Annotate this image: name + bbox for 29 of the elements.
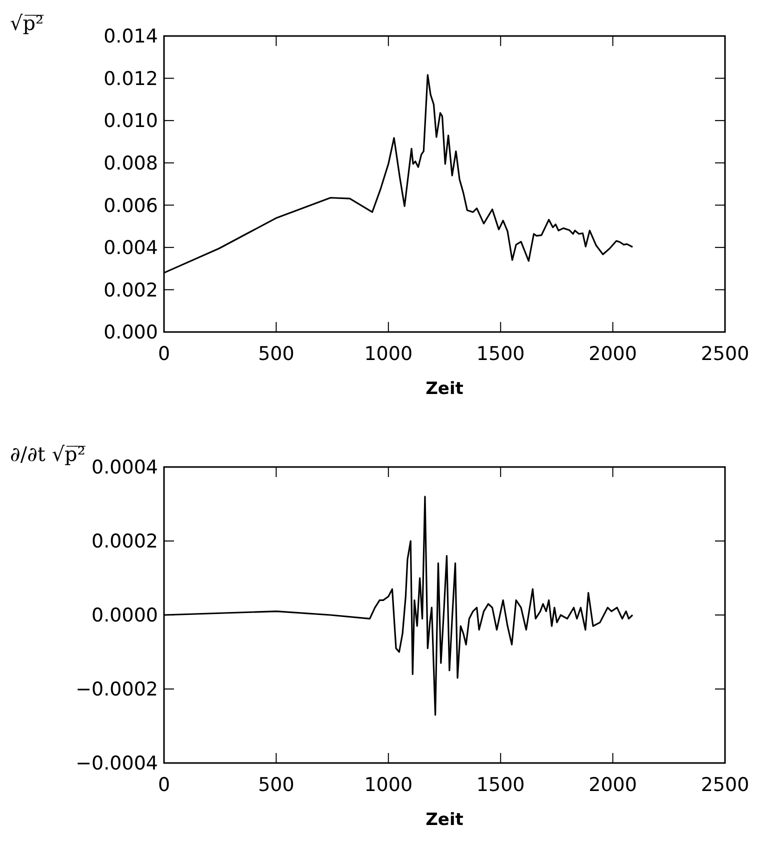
x-tick-label: 0 (158, 343, 170, 365)
x-tick-label: 2000 (588, 774, 637, 796)
x-axis-title: Zeit (426, 379, 464, 399)
y-axis-title: √p̅²̅ (10, 11, 44, 35)
x-tick-label: 1000 (364, 343, 413, 365)
y-tick-label: 0.012 (104, 68, 158, 90)
x-tick-label: 1500 (476, 343, 525, 365)
y-tick-label: 0.0002 (92, 530, 158, 553)
y-tick-label: 0.008 (104, 152, 158, 175)
x-tick-label: 1500 (476, 774, 525, 796)
x-tick-label: 1000 (364, 774, 413, 796)
y-tick-label: 0.002 (104, 279, 158, 302)
x-tick-label: 2000 (588, 343, 637, 365)
x-tick-label: 2500 (700, 343, 750, 365)
x-axis-title: Zeit (426, 810, 464, 830)
y-tick-label: 0.006 (104, 194, 158, 217)
y-tick-label: 0.0004 (92, 456, 158, 479)
y-tick-label: 0.004 (104, 237, 158, 260)
x-tick-label: 500 (258, 774, 294, 796)
x-tick-label: 500 (258, 343, 294, 365)
y-tick-label: −0.0002 (76, 678, 158, 701)
y-tick-label: 0.014 (104, 26, 158, 48)
y-tick-label: 0.000 (104, 322, 158, 344)
y-tick-label: −0.0004 (76, 752, 158, 775)
y-axis-title: ∂/∂t √p̅²̅ (10, 442, 86, 466)
y-tick-label: 0.010 (104, 110, 158, 132)
x-tick-label: 0 (158, 774, 170, 796)
x-tick-label: 2500 (700, 774, 750, 796)
y-tick-label: 0.0000 (92, 604, 158, 627)
